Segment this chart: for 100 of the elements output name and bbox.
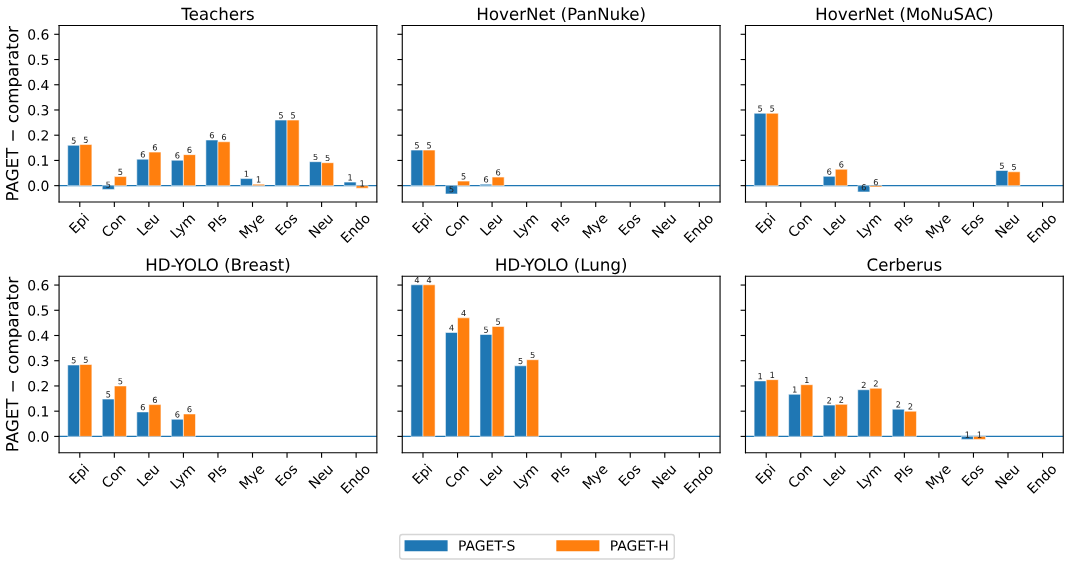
annotation: 5 (313, 153, 318, 161)
annotation: 5 (291, 112, 296, 119)
annotation: 6 (152, 396, 158, 403)
annotation: 2 (839, 396, 844, 403)
y-tick-label: 0.0 (28, 431, 49, 442)
annotation: 5 (427, 142, 431, 149)
annotation: 6 (483, 176, 489, 183)
x-tick-label: Leu (136, 212, 160, 236)
annotation: 1 (360, 180, 365, 187)
annotation: 6 (861, 184, 866, 191)
annotation: 2 (861, 381, 866, 388)
x-tick-label: Pls (550, 463, 571, 483)
annotation: 1 (256, 176, 261, 183)
chart-title: HoverNet (PanNuke) (477, 7, 645, 23)
annotation: 5 (484, 326, 488, 333)
x-tick-label: Lym (856, 212, 884, 241)
annotation: 6 (175, 152, 180, 159)
x-tick-label: Epi (411, 463, 435, 487)
annotation: 6 (496, 169, 501, 176)
x-tick-label: Leu (823, 212, 847, 236)
x-tick-label: Mye (582, 463, 611, 492)
annotation: 6 (152, 144, 158, 151)
x-tick-label: Neu (308, 212, 334, 239)
x-tick-label: Mye (238, 212, 267, 241)
annotation: 1 (770, 371, 775, 378)
x-tick-label: Epi (68, 463, 92, 487)
annotation: 5 (118, 378, 123, 385)
annotation: 5 (83, 356, 88, 363)
annotation: 6 (209, 132, 215, 139)
y-tick-label: 0.5 (28, 54, 49, 65)
x-tick-label: Eos (618, 212, 642, 236)
annotation: 5 (278, 112, 283, 119)
y-tick-label: 0.3 (28, 355, 49, 367)
annotation: 4 (461, 310, 466, 317)
annotation: 2 (827, 397, 832, 404)
annotation: 6 (140, 404, 145, 411)
annotation: 6 (221, 133, 227, 141)
x-tick-label: Lym (169, 212, 198, 241)
x-tick-label: Con (787, 463, 813, 489)
legend-label: PAGET-H (611, 540, 668, 551)
x-tick-label: Epi (411, 212, 435, 236)
x-tick-label: Eos (618, 463, 642, 487)
y-tick-label: 0.4 (28, 330, 49, 341)
annotation: 5 (530, 351, 535, 359)
annotation: 1 (805, 376, 809, 383)
annotation: 5 (449, 186, 454, 193)
annotation: 6 (187, 146, 192, 154)
y-axis-title: PAGET − comparator (5, 276, 22, 451)
annotation: 6 (873, 179, 878, 186)
y-tick-label: 0.6 (28, 29, 49, 40)
y-tick-label: 0.1 (28, 406, 49, 417)
x-tick-label: Lym (513, 463, 541, 492)
annotation: 1 (792, 386, 797, 393)
x-tick-label: Con (100, 463, 126, 489)
y-tick-label: 0.5 (28, 305, 49, 316)
x-tick-label: Leu (479, 463, 503, 487)
x-tick-label: Pls (893, 463, 914, 483)
annotation: 4 (449, 324, 454, 331)
annotation: 5 (414, 142, 419, 149)
annotation: 5 (518, 357, 523, 365)
chart-title: Cerberus (867, 258, 942, 271)
x-tick-label: Mye (925, 463, 954, 492)
x-tick-label: Con (100, 212, 126, 238)
x-tick-label: Leu (823, 463, 847, 487)
annotation: 5 (999, 162, 1004, 169)
annotation: 5 (83, 136, 88, 143)
annotation: 6 (187, 406, 192, 413)
chart-title: HD-YOLO (Lung) (496, 258, 627, 275)
y-tick-label: 0.2 (28, 380, 48, 392)
x-tick-label: Neu (651, 212, 677, 239)
x-tick-label: Con (787, 212, 813, 238)
annotation: 2 (908, 403, 913, 410)
x-tick-label: Pls (207, 212, 228, 233)
x-tick-label: Eos (274, 212, 299, 236)
y-tick-label: 0.4 (28, 79, 49, 91)
annotation: 2 (873, 380, 878, 387)
annotation: 4 (426, 276, 432, 284)
chart-title: HD-YOLO (Breast) (146, 258, 290, 273)
x-tick-label: Eos (274, 463, 299, 487)
annotation: 5 (118, 168, 123, 175)
x-tick-label: Pls (550, 212, 571, 233)
x-tick-label: Neu (994, 212, 1020, 239)
x-tick-label: Epi (68, 212, 92, 236)
x-tick-label: Leu (136, 463, 160, 487)
x-tick-label: Con (443, 212, 470, 238)
x-tick-label: Lym (513, 212, 541, 241)
y-tick-label: 0.1 (28, 155, 49, 166)
x-tick-label: Pls (207, 463, 228, 483)
annotation: 5 (1012, 163, 1016, 171)
legend-label: PAGET-S (459, 540, 515, 551)
x-tick-label: Epi (754, 212, 778, 236)
x-tick-label: Eos (961, 212, 985, 236)
y-tick-label: 0.2 (28, 130, 48, 141)
annotation: 5 (71, 357, 76, 364)
x-tick-label: Pls (893, 212, 914, 233)
annotation: 6 (839, 161, 844, 168)
annotation: 1 (348, 174, 352, 181)
annotation: 1 (977, 431, 982, 438)
x-tick-label: Eos (961, 463, 985, 487)
annotation: 5 (758, 105, 763, 112)
